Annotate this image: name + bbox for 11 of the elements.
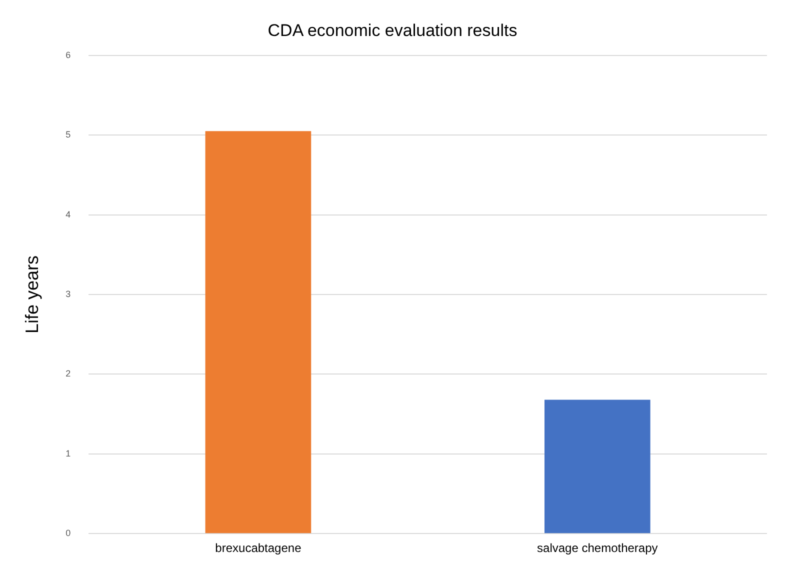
y-tick-label: 2: [66, 368, 71, 379]
chart-title: CDA economic evaluation results: [268, 20, 518, 40]
y-tick-label: 1: [66, 448, 71, 458]
y-axis-title: Life years: [22, 255, 42, 334]
y-tick-label: 0: [66, 528, 71, 538]
y-tick-label: 5: [66, 130, 71, 140]
y-tick-label: 3: [66, 288, 71, 299]
y-tick-label: 6: [66, 50, 71, 60]
x-tick-label: salvage chemotherapy: [537, 541, 658, 556]
y-tick-label: 4: [66, 209, 71, 220]
x-tick-label: brexucabtagene: [215, 541, 302, 556]
